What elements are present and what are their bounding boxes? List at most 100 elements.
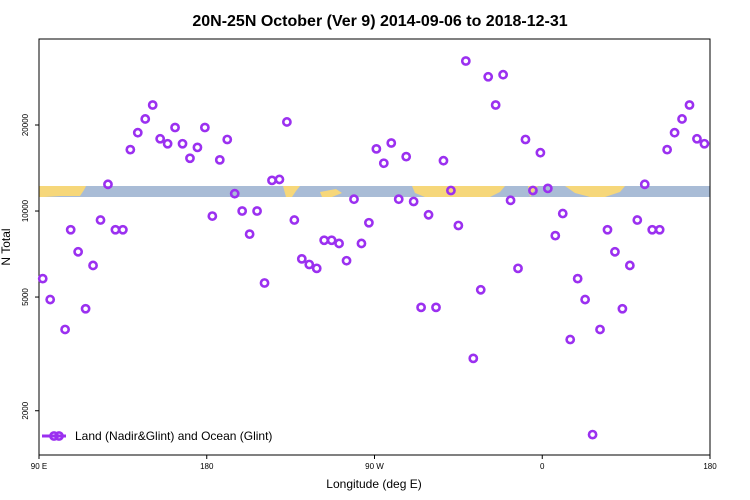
y-tick-label: 10000 [21, 199, 30, 222]
data-point [520, 134, 531, 145]
data-point [274, 174, 285, 185]
data-point [103, 179, 113, 190]
data-point [431, 302, 441, 313]
data-point [513, 263, 523, 274]
data-point [550, 230, 561, 241]
data-point [572, 273, 583, 284]
data-point [177, 138, 188, 149]
map-land-africa-arabia [412, 186, 505, 197]
data-point [88, 260, 98, 271]
data-point [207, 211, 218, 221]
data-point [602, 224, 613, 235]
data-point [542, 183, 553, 194]
data-point [349, 194, 359, 205]
data-point [565, 334, 576, 345]
data-point [483, 71, 494, 82]
data-point [229, 188, 240, 199]
map-land-india [565, 186, 625, 197]
data-point [244, 229, 255, 240]
data-point [289, 215, 300, 225]
x-tick-label: 90 W [365, 462, 384, 471]
data-point [557, 208, 568, 219]
data-point [475, 284, 486, 295]
data-point [386, 138, 397, 148]
data-point [311, 263, 322, 274]
data-point [639, 179, 650, 190]
data-point [125, 144, 136, 155]
y-tick-label: 20000 [21, 113, 30, 136]
data-point [662, 144, 673, 155]
data-point [155, 133, 166, 144]
data-point [595, 324, 605, 335]
data-point [281, 117, 292, 127]
data-point [326, 235, 337, 246]
data-point [267, 175, 277, 186]
data-point [296, 253, 307, 264]
x-tick-label: 90 E [31, 462, 47, 471]
data-points [37, 56, 710, 440]
data-point [185, 153, 195, 164]
map-land-mexico [283, 186, 300, 197]
data-point [356, 238, 367, 249]
y-axis-title: N Total [0, 228, 13, 265]
data-point [468, 353, 479, 364]
data-point [37, 273, 48, 284]
data-point [692, 133, 702, 144]
data-point [199, 122, 210, 133]
data-point [378, 158, 389, 169]
data-point [117, 224, 128, 235]
legend-marker-icon [49, 431, 59, 441]
chart-title: 20N-25N October (Ver 9) 2014-09-06 to 20… [192, 13, 567, 30]
data-point [505, 195, 516, 206]
data-point [408, 196, 419, 207]
data-point [423, 209, 434, 220]
x-tick-label: 180 [703, 462, 717, 471]
data-point [490, 100, 501, 110]
data-point [60, 324, 70, 335]
data-point [214, 154, 225, 165]
data-point [364, 217, 374, 228]
data-point [140, 114, 151, 124]
data-point [617, 303, 628, 314]
data-point [95, 215, 106, 225]
data-point [170, 122, 180, 133]
data-point [610, 246, 620, 257]
map-land-asia [39, 186, 86, 197]
data-point [147, 100, 158, 110]
x-tick-label: 180 [200, 462, 214, 471]
data-point [162, 138, 173, 149]
data-point [669, 127, 680, 138]
data-point [535, 147, 546, 158]
data-point [45, 294, 56, 305]
data-point [341, 255, 352, 266]
data-point [654, 224, 665, 235]
data-point [132, 127, 143, 138]
data-point [393, 194, 404, 205]
data-point [677, 114, 687, 124]
data-point [528, 185, 538, 196]
data-point [587, 429, 598, 440]
x-axis: 90 E 180 90 W 0 180 [31, 455, 717, 471]
data-point [632, 215, 643, 225]
data-point [624, 260, 635, 271]
data-point [684, 100, 695, 110]
data-point [252, 206, 262, 216]
data-point [334, 238, 344, 249]
data-point [259, 278, 270, 288]
data-point [110, 224, 121, 235]
data-point [401, 151, 412, 162]
data-point [304, 259, 315, 270]
data-point [699, 138, 710, 149]
data-point [80, 303, 91, 314]
y-tick-label: 5000 [21, 288, 30, 306]
data-point [647, 224, 658, 235]
data-point [453, 220, 464, 231]
data-point [416, 302, 426, 313]
x-axis-title: Longitude (deg E) [326, 477, 421, 491]
legend-label: Land (Nadir&Glint) and Ocean (Glint) [75, 429, 272, 443]
data-point [222, 134, 233, 145]
x-tick-label: 0 [540, 462, 545, 471]
world-map-strip [39, 186, 710, 197]
data-point [498, 69, 509, 80]
